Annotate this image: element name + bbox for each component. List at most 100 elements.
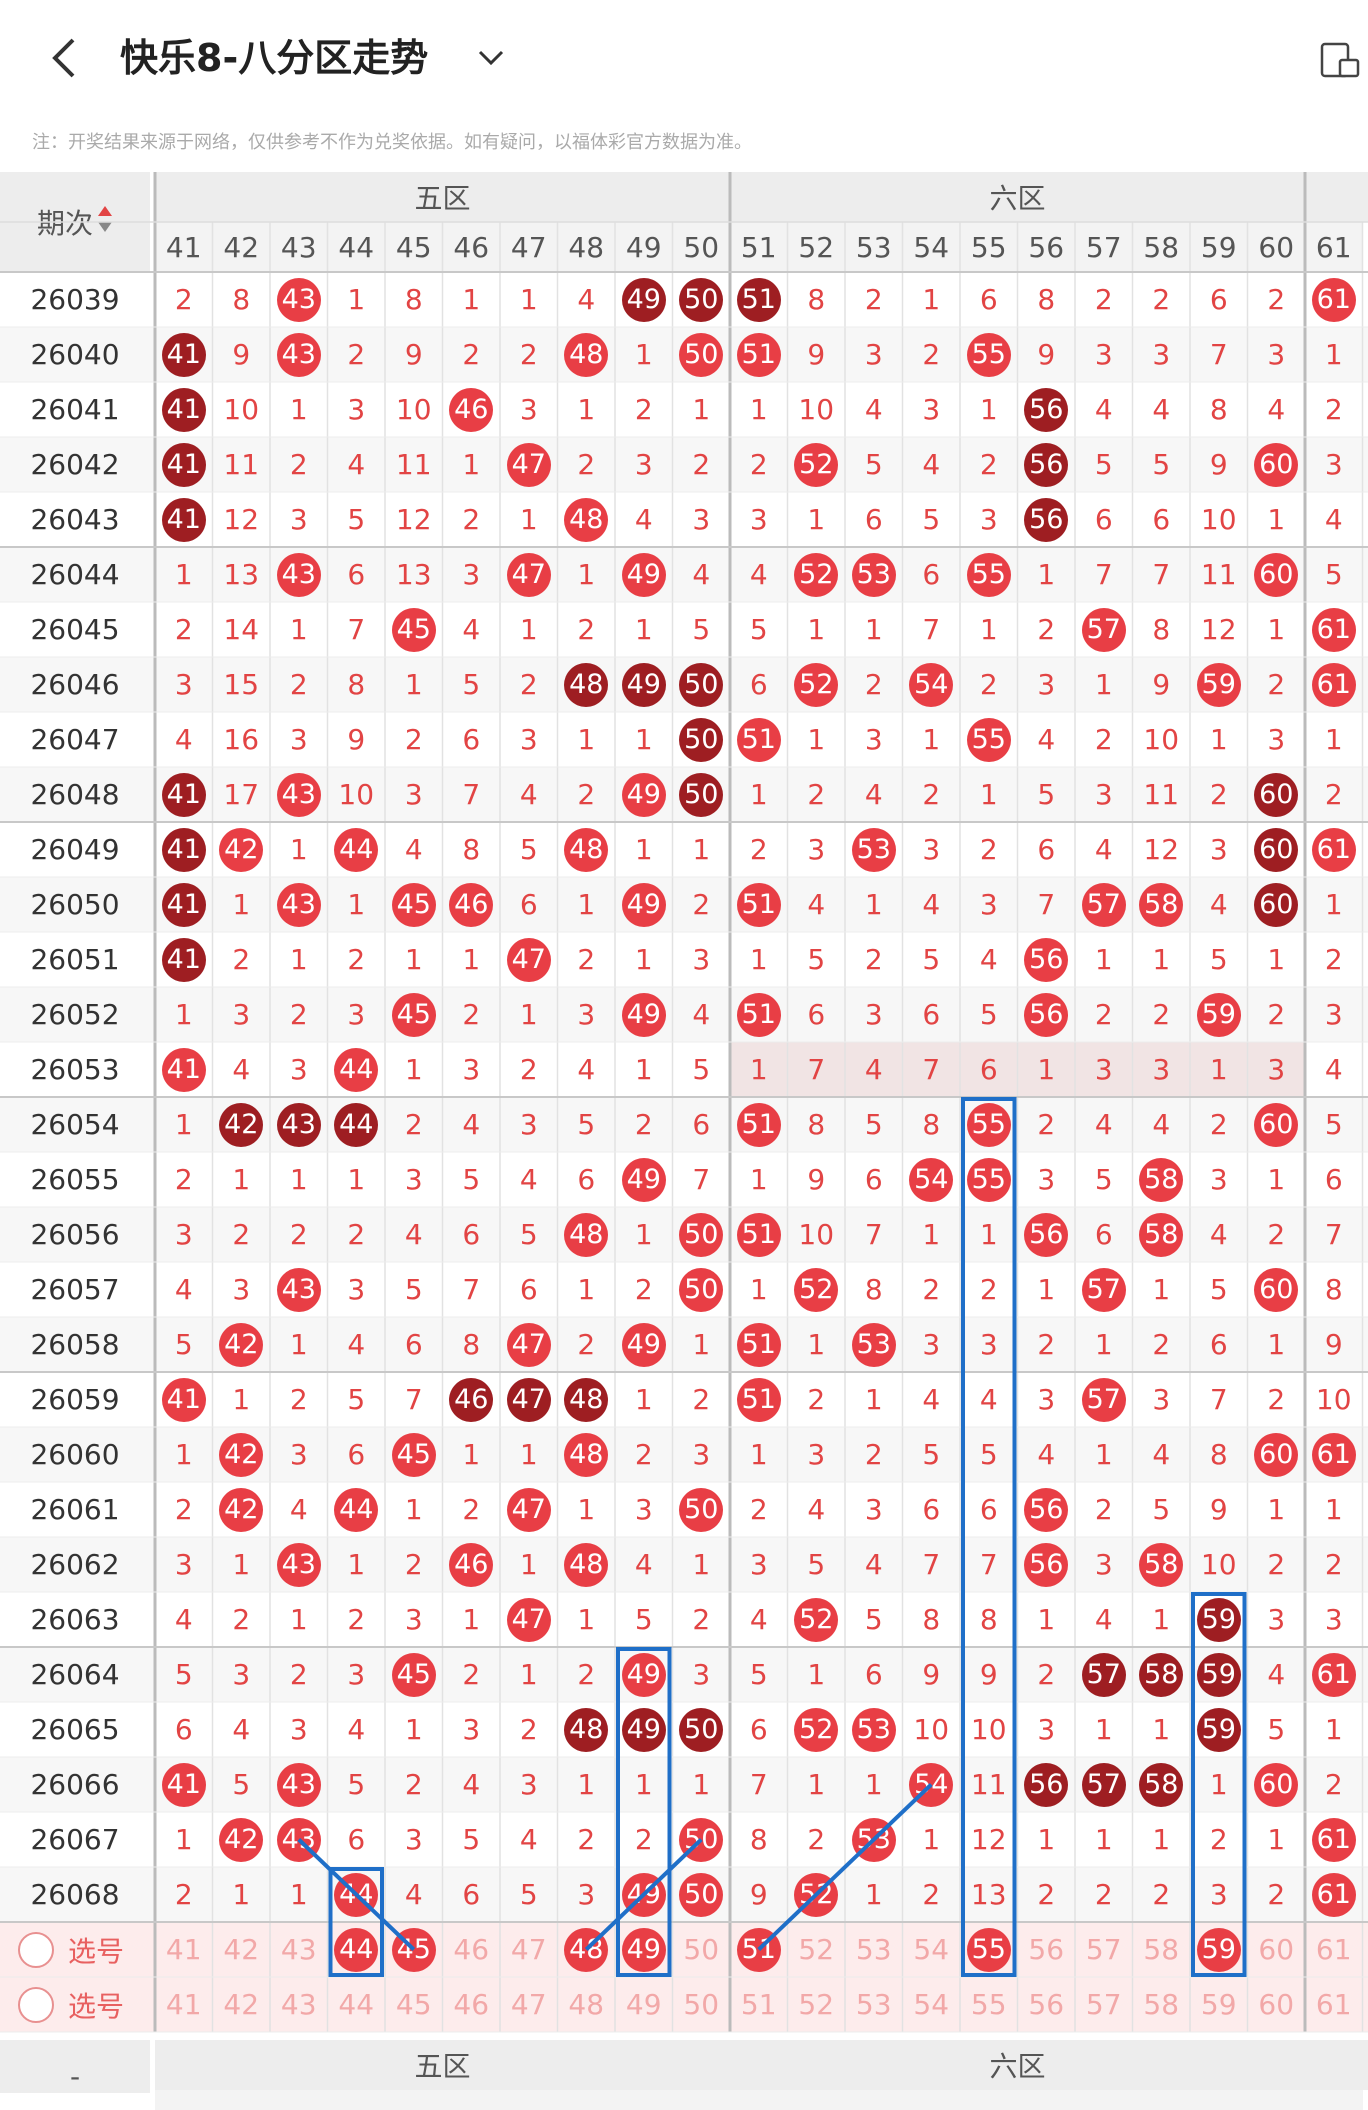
trend-cell[interactable]: 2 (558, 1317, 616, 1372)
trend-cell[interactable]: 7 (328, 602, 386, 657)
trend-cell[interactable]: 1 (730, 1152, 788, 1207)
trend-cell[interactable]: 1 (730, 1042, 788, 1097)
trend-cell[interactable]: 6 (673, 1097, 731, 1152)
trend-cell[interactable]: 56 (1018, 1482, 1076, 1537)
trend-cell[interactable]: 50 (673, 1702, 731, 1757)
trend-cell[interactable]: 7 (1018, 877, 1076, 932)
trend-cell[interactable]: 1 (1018, 547, 1076, 602)
trend-cell[interactable]: 1 (845, 877, 903, 932)
trend-cell[interactable]: 45 (385, 1427, 443, 1482)
trend-cell[interactable]: 9 (1133, 657, 1191, 712)
trend-cell[interactable]: 5 (845, 1592, 903, 1647)
select-number-cell[interactable]: 44 (328, 1922, 386, 1977)
trend-cell[interactable]: 1 (615, 1372, 673, 1427)
trend-cell[interactable]: 7 (443, 1262, 501, 1317)
trend-cell[interactable]: 1 (328, 1537, 386, 1592)
trend-cell[interactable]: 57 (1075, 1262, 1133, 1317)
trend-cell[interactable]: 4 (788, 1482, 846, 1537)
trend-cell[interactable]: 48 (558, 1207, 616, 1262)
trend-cell[interactable]: 6 (845, 492, 903, 547)
trend-cell[interactable]: 52 (788, 1702, 846, 1757)
trend-cell[interactable]: 1 (960, 1207, 1018, 1262)
trend-cell[interactable]: 2 (270, 1372, 328, 1427)
select-number-cell[interactable]: 61 (1305, 1977, 1363, 2032)
trend-cell[interactable]: 5 (1018, 767, 1076, 822)
trend-cell[interactable]: 3 (730, 1537, 788, 1592)
trend-cell[interactable]: 2 (500, 327, 558, 382)
trend-cell[interactable]: 11 (960, 1757, 1018, 1812)
trend-cell[interactable]: 5 (500, 822, 558, 877)
trend-cell[interactable]: 5 (903, 932, 961, 987)
trend-cell[interactable]: 1 (328, 272, 386, 327)
trend-cell[interactable]: 1 (845, 602, 903, 657)
trend-cell[interactable]: 4 (443, 1757, 501, 1812)
trend-cell[interactable]: 2 (1248, 657, 1306, 712)
select-number-cell[interactable]: 61 (1305, 1922, 1363, 1977)
trend-cell[interactable]: 1 (1133, 1262, 1191, 1317)
trend-cell[interactable]: 2 (1190, 1812, 1248, 1867)
trend-cell[interactable]: 41 (155, 382, 213, 437)
trend-cell[interactable]: 16 (213, 712, 271, 767)
trend-cell[interactable]: 50 (673, 1867, 731, 1922)
trend-cell[interactable]: 2 (730, 1482, 788, 1537)
select-row-label[interactable]: 选号 (0, 1977, 150, 2032)
trend-cell[interactable]: 3 (443, 1702, 501, 1757)
trend-cell[interactable]: 58 (1133, 1537, 1191, 1592)
trend-cell[interactable]: 1 (443, 272, 501, 327)
trend-cell[interactable]: 53 (845, 1702, 903, 1757)
trend-cell[interactable]: 1 (903, 1812, 961, 1867)
trend-cell[interactable]: 12 (1190, 602, 1248, 657)
trend-cell[interactable]: 3 (1248, 1592, 1306, 1647)
trend-cell[interactable]: 6 (1133, 492, 1191, 547)
trend-cell[interactable]: 56 (1018, 1537, 1076, 1592)
select-number-cell[interactable]: 58 (1133, 1922, 1191, 1977)
trend-cell[interactable]: 1 (788, 1317, 846, 1372)
trend-cell[interactable]: 3 (385, 1592, 443, 1647)
trend-cell[interactable]: 3 (673, 1647, 731, 1702)
trend-cell[interactable]: 10 (1190, 1537, 1248, 1592)
trend-cell[interactable]: 2 (788, 1812, 846, 1867)
trend-cell[interactable]: 2 (788, 767, 846, 822)
trend-cell[interactable]: 3 (1075, 1042, 1133, 1097)
trend-cell[interactable]: 2 (1133, 272, 1191, 327)
trend-cell[interactable]: 5 (385, 1262, 443, 1317)
trend-cell[interactable]: 56 (1018, 1207, 1076, 1262)
trend-cell[interactable]: 2 (385, 712, 443, 767)
trend-cell[interactable]: 12 (960, 1812, 1018, 1867)
select-number-cell[interactable]: 42 (213, 1922, 271, 1977)
trend-cell[interactable]: 49 (615, 1867, 673, 1922)
select-number-cell[interactable]: 52 (788, 1977, 846, 2032)
trend-cell[interactable]: 4 (500, 1152, 558, 1207)
trend-cell[interactable]: 1 (558, 547, 616, 602)
trend-cell[interactable]: 4 (960, 932, 1018, 987)
trend-cell[interactable]: 2 (903, 1262, 961, 1317)
trend-cell[interactable]: 5 (328, 1757, 386, 1812)
trend-cell[interactable]: 47 (500, 1482, 558, 1537)
trend-cell[interactable]: 1 (788, 712, 846, 767)
trend-cell[interactable]: 5 (443, 657, 501, 712)
trend-cell[interactable]: 41 (155, 877, 213, 932)
trend-cell[interactable]: 3 (270, 712, 328, 767)
trend-cell[interactable]: 61 (1305, 1427, 1363, 1482)
select-number-cell[interactable]: 57 (1075, 1922, 1133, 1977)
radio-icon[interactable] (18, 1931, 54, 1968)
trend-cell[interactable]: 8 (385, 272, 443, 327)
trend-cell[interactable]: 4 (443, 1097, 501, 1152)
trend-cell[interactable]: 4 (615, 1537, 673, 1592)
trend-cell[interactable]: 51 (730, 1372, 788, 1427)
trend-cell[interactable]: 1 (1305, 1482, 1363, 1537)
trend-cell[interactable]: 51 (730, 1317, 788, 1372)
trend-cell[interactable]: 5 (960, 987, 1018, 1042)
trend-cell[interactable]: 2 (213, 932, 271, 987)
trend-cell[interactable]: 48 (558, 822, 616, 877)
trend-cell[interactable]: 1 (788, 1647, 846, 1702)
trend-cell[interactable]: 7 (1190, 1372, 1248, 1427)
select-number-cell[interactable]: 49 (615, 1922, 673, 1977)
trend-cell[interactable]: 59 (1190, 1592, 1248, 1647)
trend-cell[interactable]: 55 (960, 547, 1018, 602)
trend-cell[interactable]: 3 (1075, 767, 1133, 822)
trend-cell[interactable]: 2 (443, 1647, 501, 1702)
trend-cell[interactable]: 2 (1018, 1867, 1076, 1922)
trend-cell[interactable]: 1 (1133, 1592, 1191, 1647)
select-number-cell[interactable]: 56 (1018, 1977, 1076, 2032)
